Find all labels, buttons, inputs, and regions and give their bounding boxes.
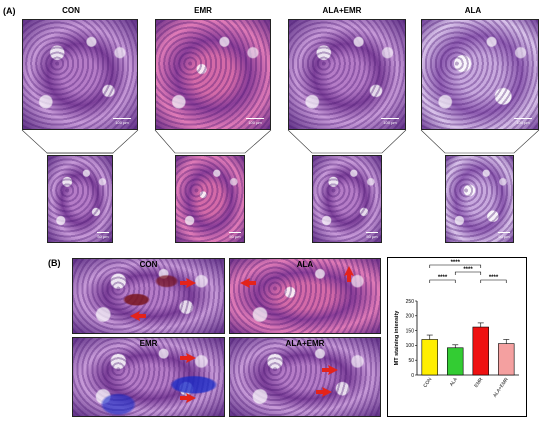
mt-intensity-chart: 0 50 100 150 200 250 MT staining intensity CON A… — [394, 260, 519, 399]
x-tick-label: ALA — [449, 376, 460, 388]
mt-title-ala: ALA — [296, 260, 314, 269]
scale-bar: 50 µm — [229, 232, 241, 239]
arrow-5 — [180, 353, 196, 363]
y-tick-label: 50 — [408, 358, 414, 364]
x-tick-label: EMR — [473, 376, 484, 389]
scale-bar: 100 µm — [113, 118, 131, 125]
mt-micrograph-ala-emr: ALA+EMR — [229, 337, 381, 417]
significance-bracket — [454, 271, 482, 275]
significance-label: **** — [438, 275, 448, 281]
significance-bracket — [429, 264, 482, 268]
significance-label: **** — [489, 275, 499, 281]
bar-ala-emr — [498, 343, 515, 376]
panel-a-letter: (A) — [3, 6, 16, 16]
arrow-4 — [344, 266, 354, 282]
arrow-3 — [240, 278, 256, 288]
panel-b-letter: (B) — [48, 258, 61, 268]
scale-bar: 50 µm — [498, 232, 510, 239]
bar-emr — [472, 326, 489, 376]
significance-bracket — [429, 279, 456, 283]
arrow-7 — [322, 365, 338, 375]
micrograph-ala-emr-low: 100 µm — [288, 19, 406, 130]
y-tick-label: 0 — [411, 373, 414, 379]
significance-label: **** — [463, 267, 473, 273]
arrow-6 — [180, 393, 196, 403]
mt-intensity-chart-frame — [387, 257, 527, 417]
y-tick-label: 100 — [406, 343, 415, 349]
micrograph-con-zoom: 50 µm — [47, 155, 113, 243]
scale-bar: 50 µm — [366, 232, 378, 239]
arrow-8 — [316, 387, 332, 397]
y-tick-label: 200 — [406, 314, 415, 320]
y-tick-label: 150 — [406, 328, 415, 334]
scale-bar: 100 µm — [381, 118, 399, 125]
mt-micrograph-emr: EMR — [72, 337, 225, 417]
mt-title-ala-emr: ALA+EMR — [285, 339, 325, 348]
arrow-2 — [180, 278, 196, 288]
mt-micrograph-con: CON — [72, 258, 225, 334]
scale-bar: 100 µm — [514, 118, 532, 125]
micrograph-con-low: 100 µm — [22, 19, 138, 130]
col-label-con: CON — [62, 6, 80, 15]
bar-ala — [447, 347, 464, 376]
micrograph-ala-low: 100 µm — [421, 19, 539, 130]
scale-bar: 100 µm — [246, 118, 264, 125]
x-tick-label: CON — [422, 376, 433, 389]
significance-label: **** — [451, 260, 461, 266]
y-tick-label: 250 — [406, 299, 415, 305]
x-tick-label: ALA+EMR — [492, 376, 510, 398]
micrograph-ala-zoom: 50 µm — [445, 155, 514, 243]
y-axis-label: MT staining intensity — [394, 310, 400, 366]
col-label-ala-emr: ALA+EMR — [322, 6, 362, 15]
scale-bar: 50 µm — [97, 232, 109, 239]
mt-micrograph-ala: ALA — [229, 258, 381, 334]
bar-con — [421, 339, 438, 376]
significance-bracket — [480, 279, 507, 283]
col-label-ala: ALA — [464, 6, 482, 15]
micrograph-ala-emr-zoom: 50 µm — [312, 155, 382, 243]
micrograph-emr-zoom: 50 µm — [175, 155, 245, 243]
col-label-emr: EMR — [194, 6, 212, 15]
arrow-1 — [130, 311, 146, 321]
micrograph-emr-low: 100 µm — [155, 19, 271, 130]
